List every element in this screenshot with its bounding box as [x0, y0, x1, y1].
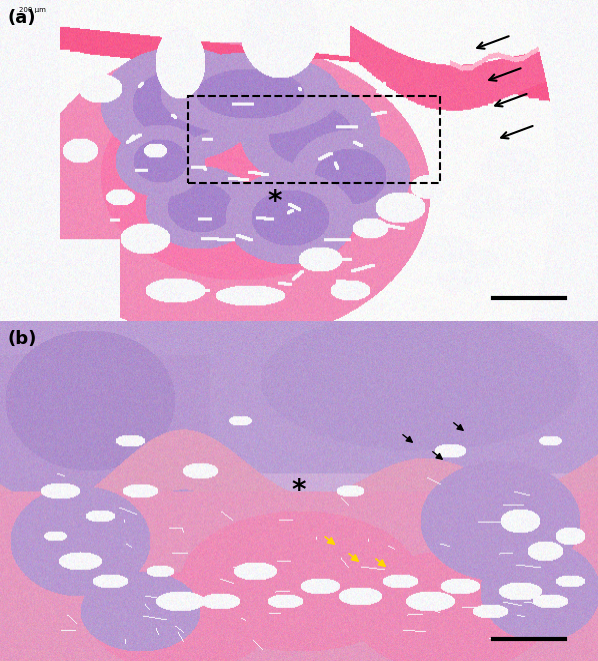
Text: *: *: [292, 477, 306, 505]
Text: 200 μm: 200 μm: [19, 7, 46, 13]
Text: (b): (b): [7, 330, 36, 348]
Bar: [188, 97, 440, 182]
Text: *: *: [268, 188, 282, 216]
Text: (a): (a): [7, 9, 36, 27]
